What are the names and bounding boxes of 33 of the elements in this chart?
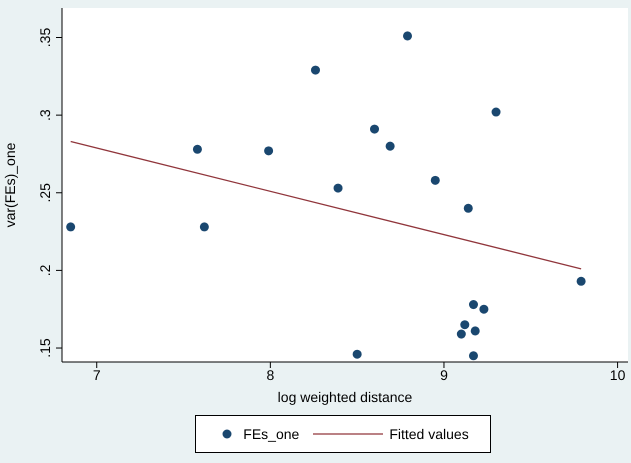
- point: [334, 184, 343, 193]
- point: [192, 144, 202, 154]
- x-tick-label: 8: [266, 366, 274, 383]
- y-tick-label: .3: [37, 109, 53, 121]
- y-tick-label: .2: [37, 264, 53, 276]
- x-tick-label: 7: [92, 366, 101, 383]
- point: [456, 330, 466, 339]
- x-tick-label: 10: [610, 366, 626, 383]
- legend-label: Fitted values: [389, 426, 469, 442]
- y-tick-label: .15: [37, 338, 53, 358]
- x-axis-title: log weighted distance: [278, 389, 413, 405]
- point: [460, 320, 470, 330]
- legend-label: FEs_one: [243, 426, 300, 442]
- point: [370, 124, 380, 134]
- x-tick-label: 9: [440, 366, 448, 383]
- point: [310, 66, 320, 75]
- y-tick-label: .35: [37, 28, 53, 48]
- point: [66, 222, 76, 232]
- point: [264, 146, 274, 156]
- point: [470, 326, 480, 336]
- point: [468, 300, 478, 310]
- point: [468, 351, 478, 360]
- point: [200, 222, 209, 232]
- point: [492, 108, 501, 117]
- point: [402, 31, 412, 40]
- point: [464, 204, 473, 213]
- point: [576, 276, 586, 286]
- y-axis-title: var(FEs)_one: [2, 142, 18, 228]
- point: [479, 304, 488, 314]
- y-tick-label: .25: [37, 182, 53, 202]
- point: [386, 142, 395, 151]
- point: [430, 176, 440, 185]
- point: [352, 350, 362, 359]
